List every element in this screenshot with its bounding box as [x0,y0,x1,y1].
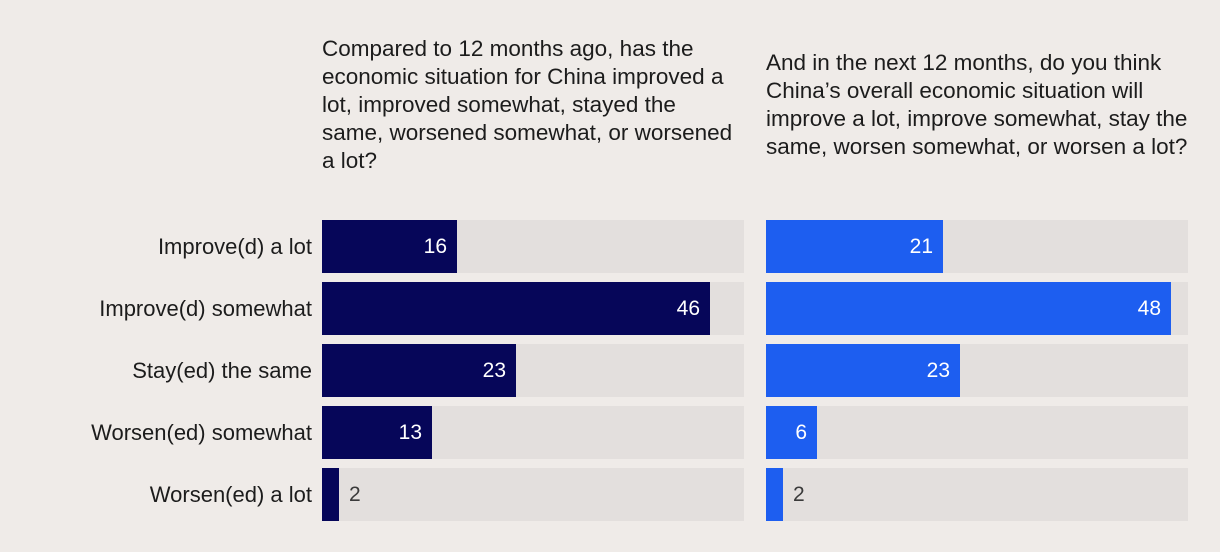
bar-past [322,282,710,335]
category-label: Improve(d) somewhat [99,295,312,321]
bar-track: 13 [322,406,744,459]
bar-past [322,220,457,273]
data-label: 2 [793,483,805,506]
bar-past [322,344,516,397]
chart-title-future: And in the next 12 months, do you think … [766,50,1188,159]
category-label: Improve(d) a lot [157,233,312,259]
chart-title-past: Compared to 12 months ago, has the econo… [322,36,733,173]
bar-track: 23 [766,344,1188,397]
bar-past [322,406,432,459]
data-label: 23 [482,359,506,382]
bar-track: 46 [322,282,744,335]
data-label: 16 [423,235,447,258]
bar-track: 2 [766,468,1188,521]
category-label: Stay(ed) the same [132,357,312,383]
category-label: Worsen(ed) somewhat [91,419,312,445]
data-label: 48 [1137,297,1161,320]
bar-track: 23 [322,344,744,397]
data-label: 21 [909,235,933,258]
data-label: 6 [795,421,807,444]
data-label: 23 [926,359,950,382]
bar-future [766,282,1171,335]
bar-track: 2 [322,468,744,521]
bar-track: 16 [322,220,744,273]
data-label: 13 [398,421,422,444]
bar-track: 21 [766,220,1188,273]
bar-future [766,468,783,521]
bar-future [766,220,943,273]
bar-future [766,344,960,397]
bar-past [322,468,339,521]
bar-future [766,406,817,459]
data-label: 2 [349,483,361,506]
bar-track: 48 [766,282,1188,335]
category-label: Worsen(ed) a lot [149,481,312,507]
data-label: 46 [676,297,700,320]
bar-track: 6 [766,406,1188,459]
